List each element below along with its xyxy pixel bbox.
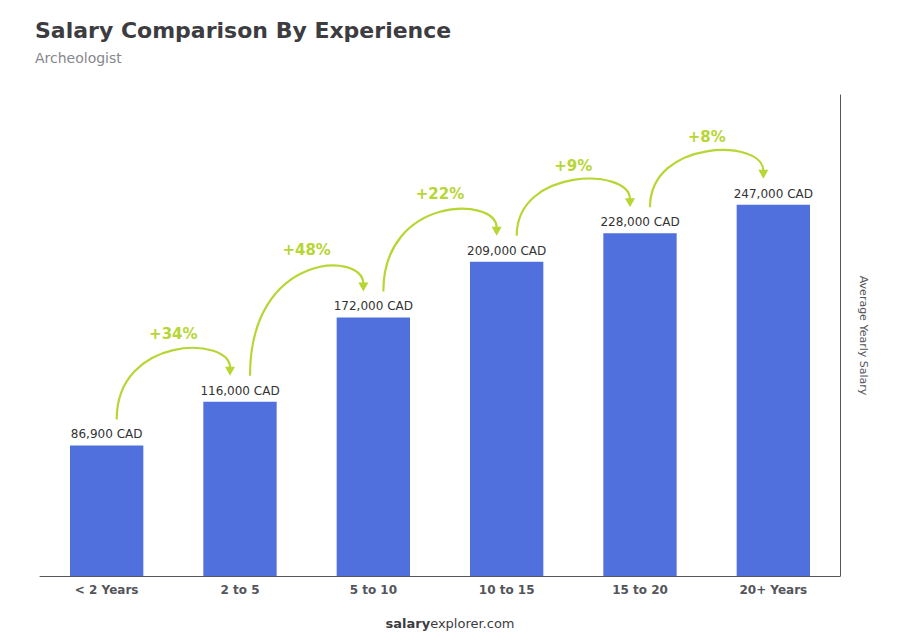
svg-text:5 to 10: 5 to 10 xyxy=(350,583,397,597)
svg-text:< 2 Years: < 2 Years xyxy=(75,583,139,597)
svg-text:2 to 5: 2 to 5 xyxy=(220,583,259,597)
svg-text:209,000 CAD: 209,000 CAD xyxy=(467,244,546,258)
svg-text:+9%: +9% xyxy=(554,157,592,175)
svg-text:228,000 CAD: 228,000 CAD xyxy=(600,215,679,229)
svg-text:86,900 CAD: 86,900 CAD xyxy=(71,427,143,441)
svg-text:+48%: +48% xyxy=(282,241,330,259)
svg-text:+34%: +34% xyxy=(149,325,197,343)
svg-text:10 to 15: 10 to 15 xyxy=(479,583,535,597)
svg-text:15 to 20: 15 to 20 xyxy=(612,583,668,597)
svg-text:Archeologist: Archeologist xyxy=(35,50,122,66)
svg-text:20+ Years: 20+ Years xyxy=(739,583,807,597)
svg-text:+8%: +8% xyxy=(688,128,726,146)
svg-text:172,000 CAD: 172,000 CAD xyxy=(334,299,413,313)
svg-text:247,000 CAD: 247,000 CAD xyxy=(734,187,813,201)
svg-text:+22%: +22% xyxy=(416,185,464,203)
svg-text:explorer.com: explorer.com xyxy=(430,616,514,631)
svg-text:Average Yearly Salary: Average Yearly Salary xyxy=(857,276,870,396)
svg-text:Salary Comparison By Experienc: Salary Comparison By Experience xyxy=(35,18,451,43)
svg-text:116,000 CAD: 116,000 CAD xyxy=(200,384,279,398)
svg-text:salary: salary xyxy=(385,616,430,631)
